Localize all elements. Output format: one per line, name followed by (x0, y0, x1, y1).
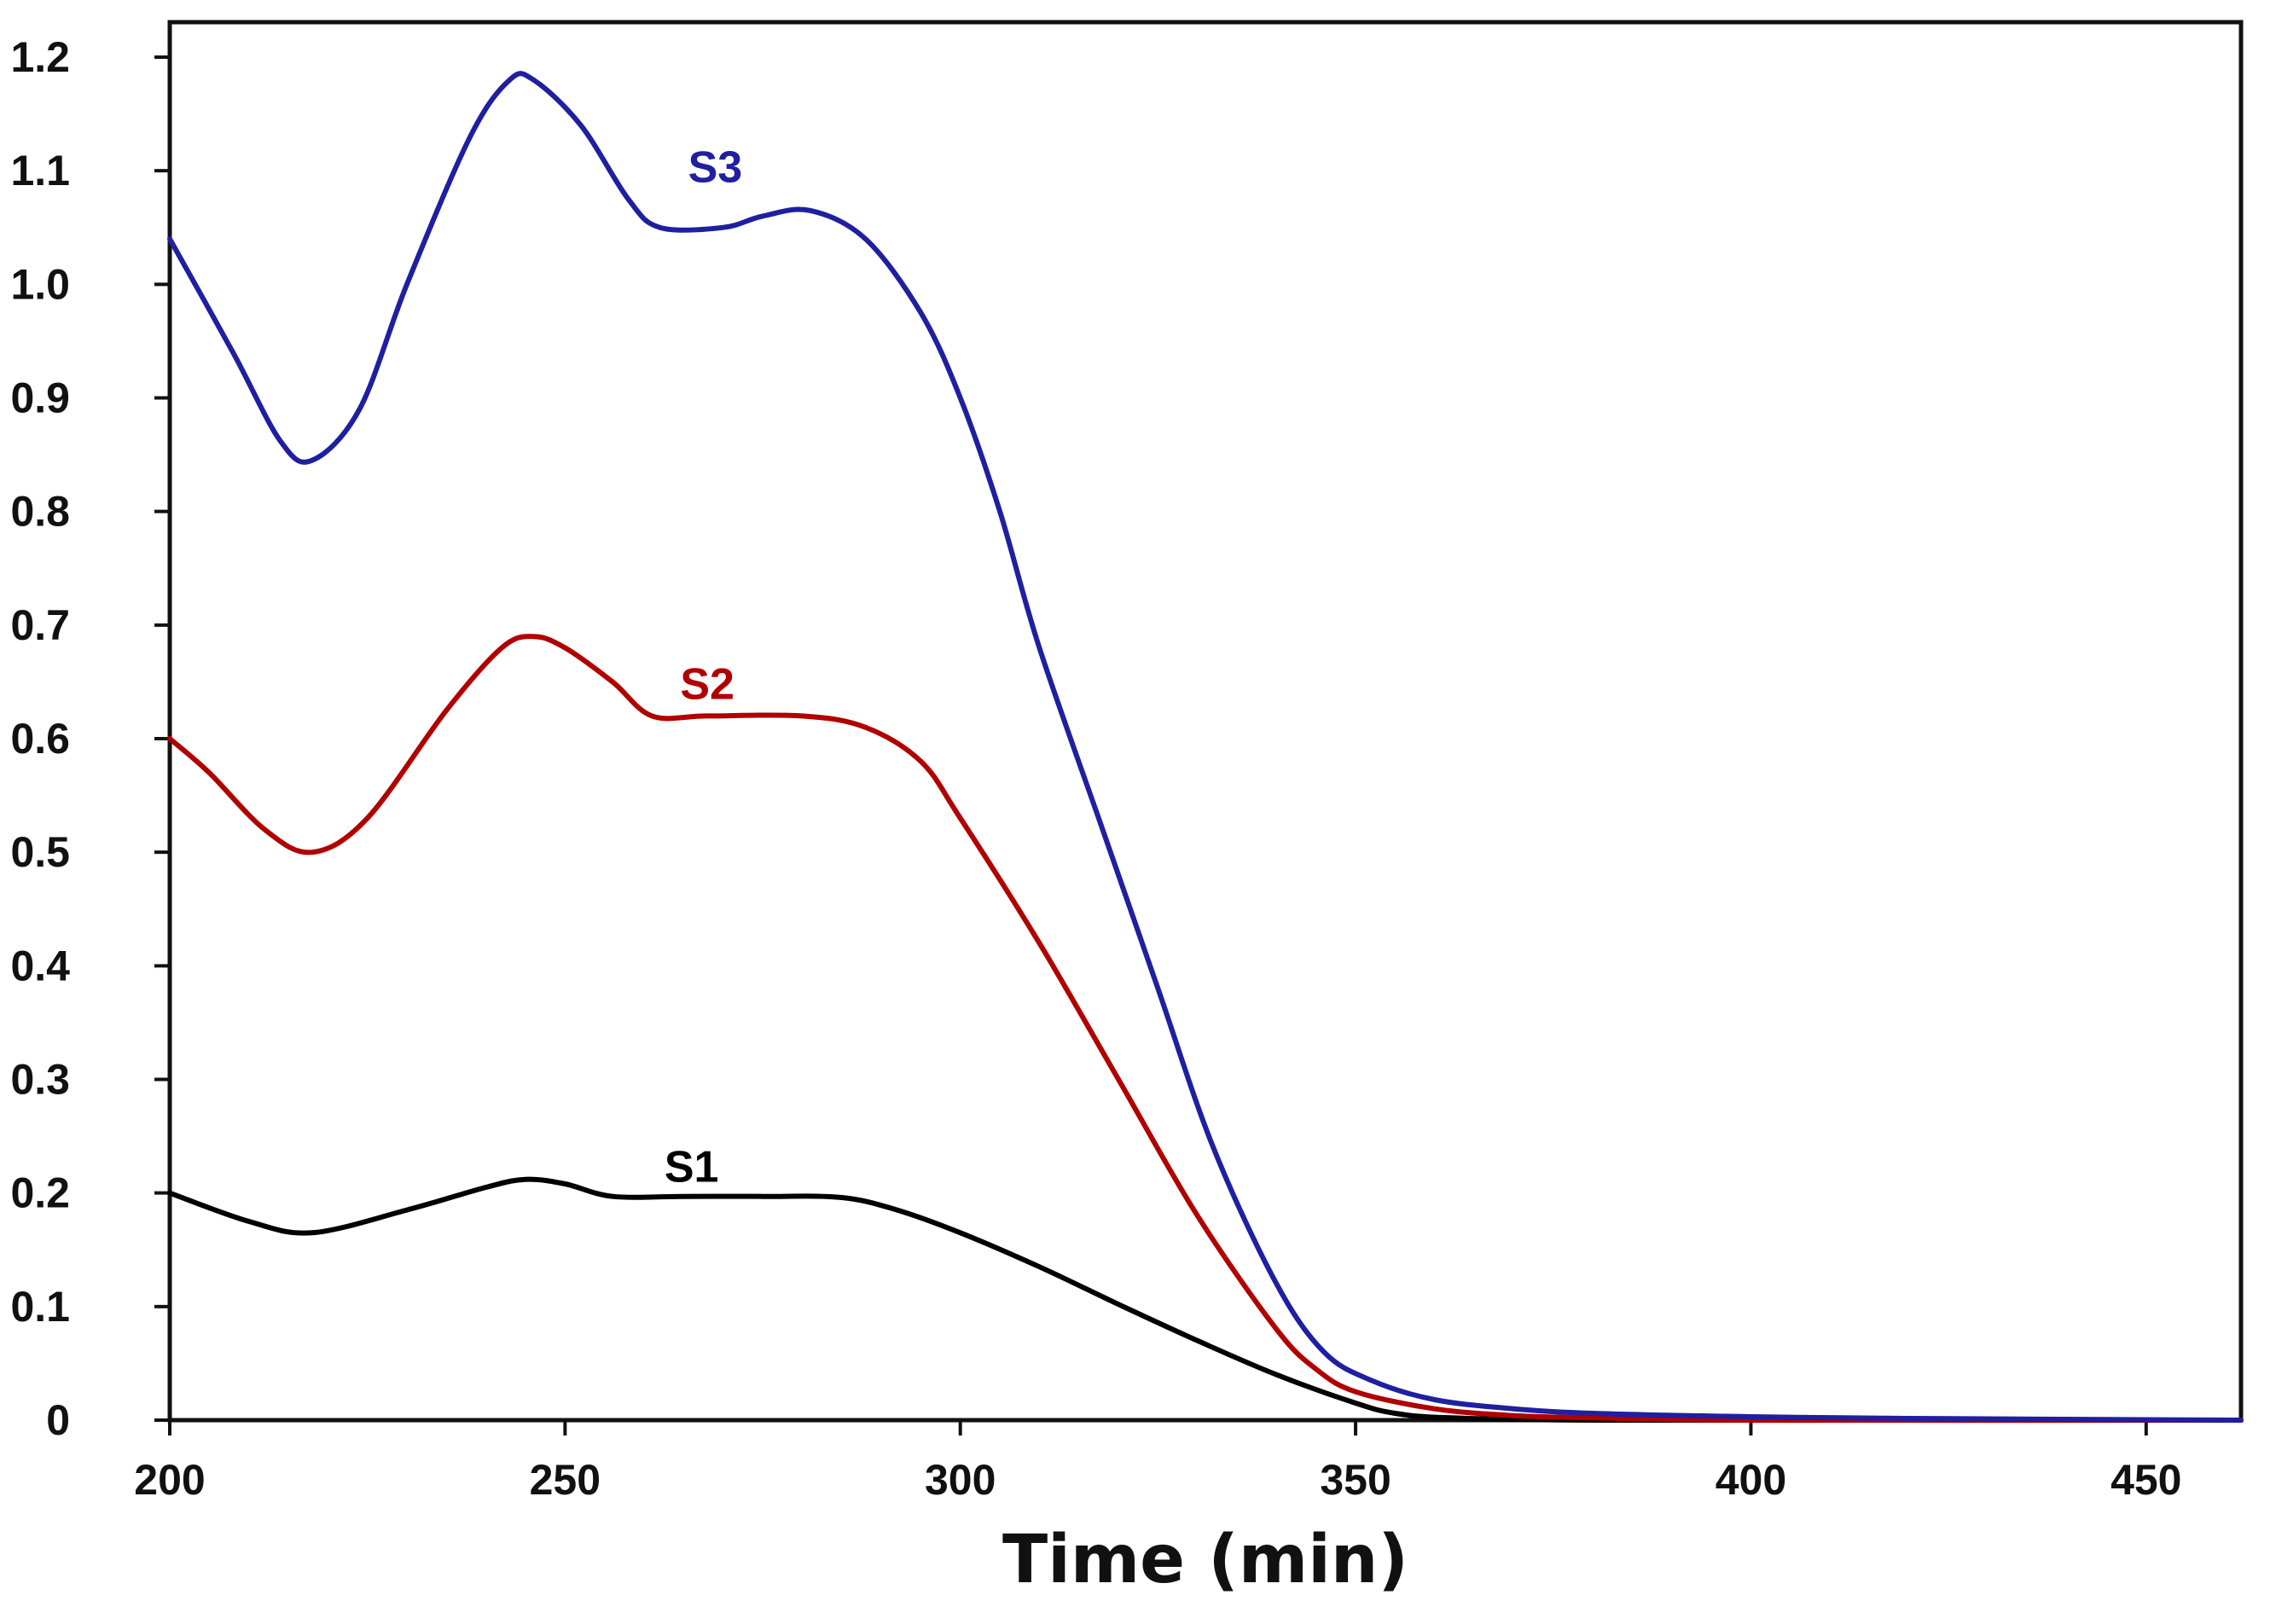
y-tick-label: 0.5 (10, 828, 70, 876)
series-s2: S2 (167, 634, 2244, 1424)
series-line-s1 (167, 1176, 2244, 1424)
x-tick-label: 400 (1716, 1456, 1786, 1504)
x-tick-label: 350 (1320, 1456, 1391, 1504)
x-tick-label: 450 (2111, 1456, 2181, 1504)
y-tick-label: 0.7 (10, 601, 70, 649)
series-s1: S1 (167, 1142, 2244, 1424)
y-tick-label: 0.1 (10, 1283, 70, 1331)
series-s3: S3 (167, 71, 2244, 1423)
y-tick-label: 0.9 (10, 374, 70, 422)
series-layer: S1 S2 S3 (167, 71, 2244, 1424)
y-tick-label: 0 (46, 1396, 70, 1444)
series-label-s3: S3 (688, 142, 743, 192)
series-label-s1: S1 (665, 1142, 719, 1192)
y-tick-label: 0.4 (10, 942, 70, 989)
y-tick-label: 1.1 (10, 147, 70, 194)
y-tick-label: 0.6 (10, 715, 70, 763)
x-ticks: 200 250 300 350 400 450 (134, 1420, 2182, 1504)
y-tick-label: 0.8 (10, 488, 70, 536)
series-line-s3 (167, 71, 2244, 1423)
y-tick-label: 1.2 (10, 33, 70, 81)
series-line-s2 (167, 634, 2244, 1424)
y-tick-label: 0.3 (10, 1056, 70, 1104)
plot-area-frame (167, 20, 2244, 1423)
x-tick-label: 200 (134, 1456, 205, 1504)
y-ticks: 0 0.1 0.2 0.3 0.4 0.5 0.6 0.7 0.8 0.9 1.0 1.1 1.2 (10, 33, 170, 1444)
series-label-s2: S2 (680, 659, 734, 709)
x-tick-label: 250 (530, 1456, 601, 1504)
x-tick-label: 300 (925, 1456, 996, 1504)
y-tick-label: 0.2 (10, 1169, 70, 1217)
y-tick-label: 1.0 (10, 260, 70, 308)
x-axis-title: Time (min) (1002, 1522, 1408, 1598)
